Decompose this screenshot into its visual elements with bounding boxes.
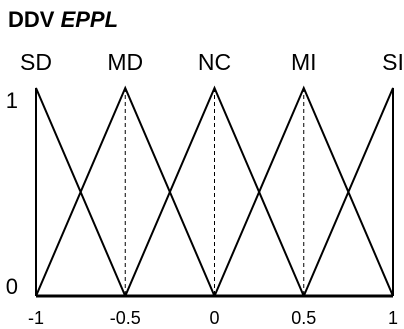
chart-title-prefix: DDV [8, 7, 55, 32]
series-line-nc [124, 85, 305, 297]
series-line-si [302, 87, 394, 297]
series-line-mi [213, 85, 394, 297]
y-tick-0: 0 [6, 274, 18, 299]
tick-labels: -1 -0.5 0 0.5 1 0 1 [6, 88, 398, 328]
chart-title: DDV EPPL [8, 7, 118, 32]
series-label-mi: MI [291, 49, 317, 75]
series-label-nc: NC [198, 49, 231, 75]
series-label-sd: SD [20, 49, 52, 75]
series-label-md: MD [107, 49, 143, 75]
x-tick-0-5: 0.5 [291, 308, 316, 328]
series-line-md [35, 85, 216, 297]
x-tick-0: 0 [209, 308, 219, 328]
series-label-si: SI [382, 49, 404, 75]
x-tick-1: 1 [388, 308, 398, 328]
chart-title-italic: EPPL [61, 7, 118, 32]
x-tick--0-5: -0.5 [110, 308, 141, 328]
y-tick-1: 1 [6, 88, 18, 113]
x-tick--1: -1 [28, 308, 44, 328]
series-lines [35, 85, 394, 297]
peak-markers [124, 88, 305, 296]
series-labels: SD MD NC MI SI [20, 49, 404, 75]
axes [35, 88, 393, 298]
